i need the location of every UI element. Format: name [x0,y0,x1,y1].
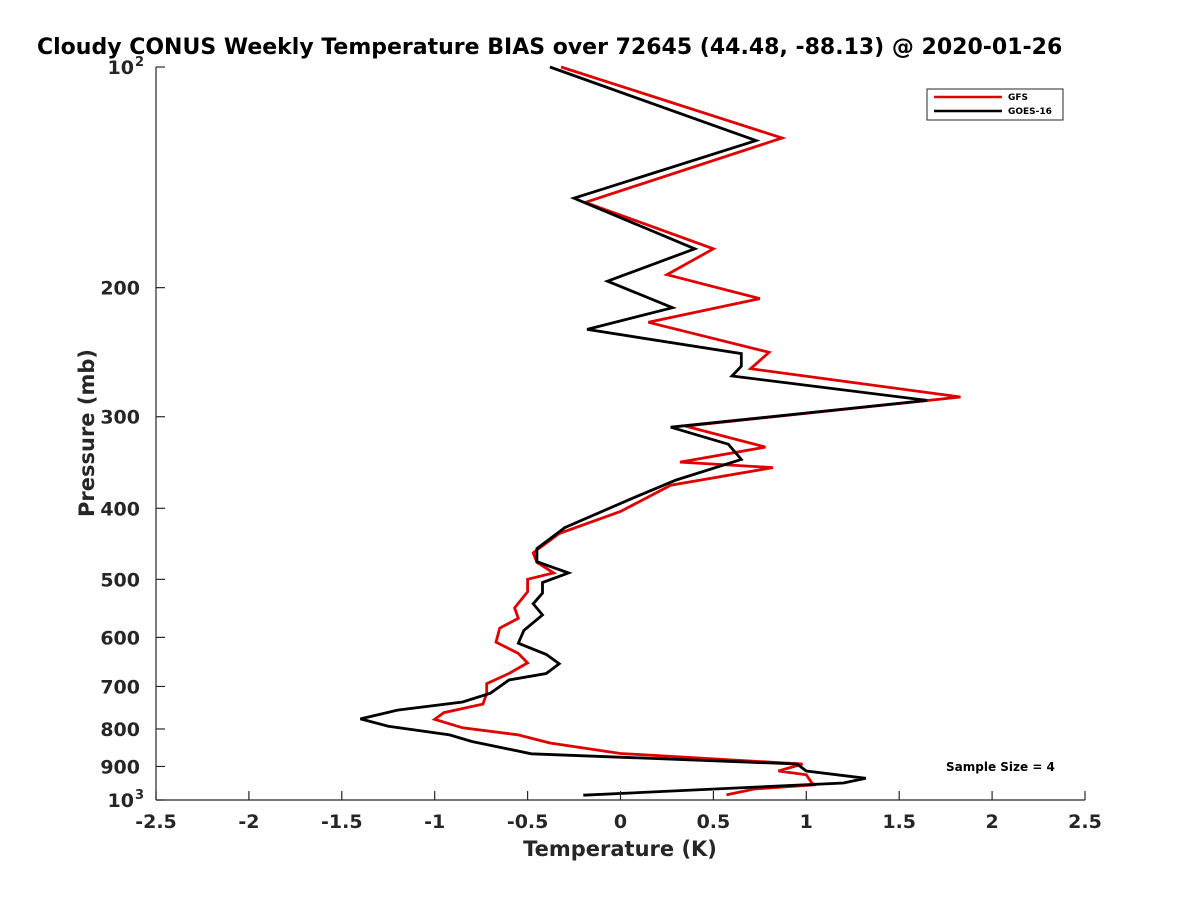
y-tick-label: 200 [100,278,140,300]
x-tick-label: -0.5 [507,811,549,833]
plot-area [156,67,1085,800]
x-tick-label: -1 [424,811,445,833]
y-tick-label-exponent: 3 [135,788,144,803]
x-tick-label: 2 [985,811,998,833]
legend: GFS GOES-16 [926,88,1064,121]
y-tick-label: 10 [108,57,134,79]
sample-size-annotation: Sample Size = 4 [946,760,1055,774]
y-tick-label: 600 [100,627,140,649]
legend-label-goes16: GOES-16 [1008,107,1052,117]
y-tick-label: 900 [100,756,140,778]
y-tick-label: 10 [108,790,134,812]
x-tick-label: 1.5 [882,811,916,833]
y-tick-label: 700 [100,676,140,698]
chart-title: Cloudy CONUS Weekly Temperature BIAS ove… [37,35,1062,60]
x-tick-label: 0.5 [697,811,731,833]
y-tick-label-exponent: 2 [135,55,144,70]
x-tick-label: 0 [614,811,627,833]
series-line-gfs [431,65,961,797]
y-axis-label: Pressure (mb) [75,349,99,517]
y-tick-label: 500 [100,569,140,591]
series-layer [360,65,961,797]
legend-label-gfs: GFS [1008,93,1028,103]
y-tick-label: 800 [100,719,140,741]
x-tick-label: -2 [238,811,259,833]
y-tick-label: 400 [100,498,140,520]
y-tick-label: 300 [100,407,140,429]
series-line-goes-16 [360,65,928,797]
x-tick-label: 2.5 [1068,811,1102,833]
legend-box [926,88,1064,121]
x-axis-label: Temperature (K) [523,837,717,861]
x-ticks: -2.5 -2 -1.5 -1 -0.5 0 0.5 1 1.5 2 2.5 [135,791,1102,833]
x-tick-label: -2.5 [135,811,177,833]
x-tick-label: 1 [800,811,813,833]
x-tick-label: -1.5 [321,811,363,833]
